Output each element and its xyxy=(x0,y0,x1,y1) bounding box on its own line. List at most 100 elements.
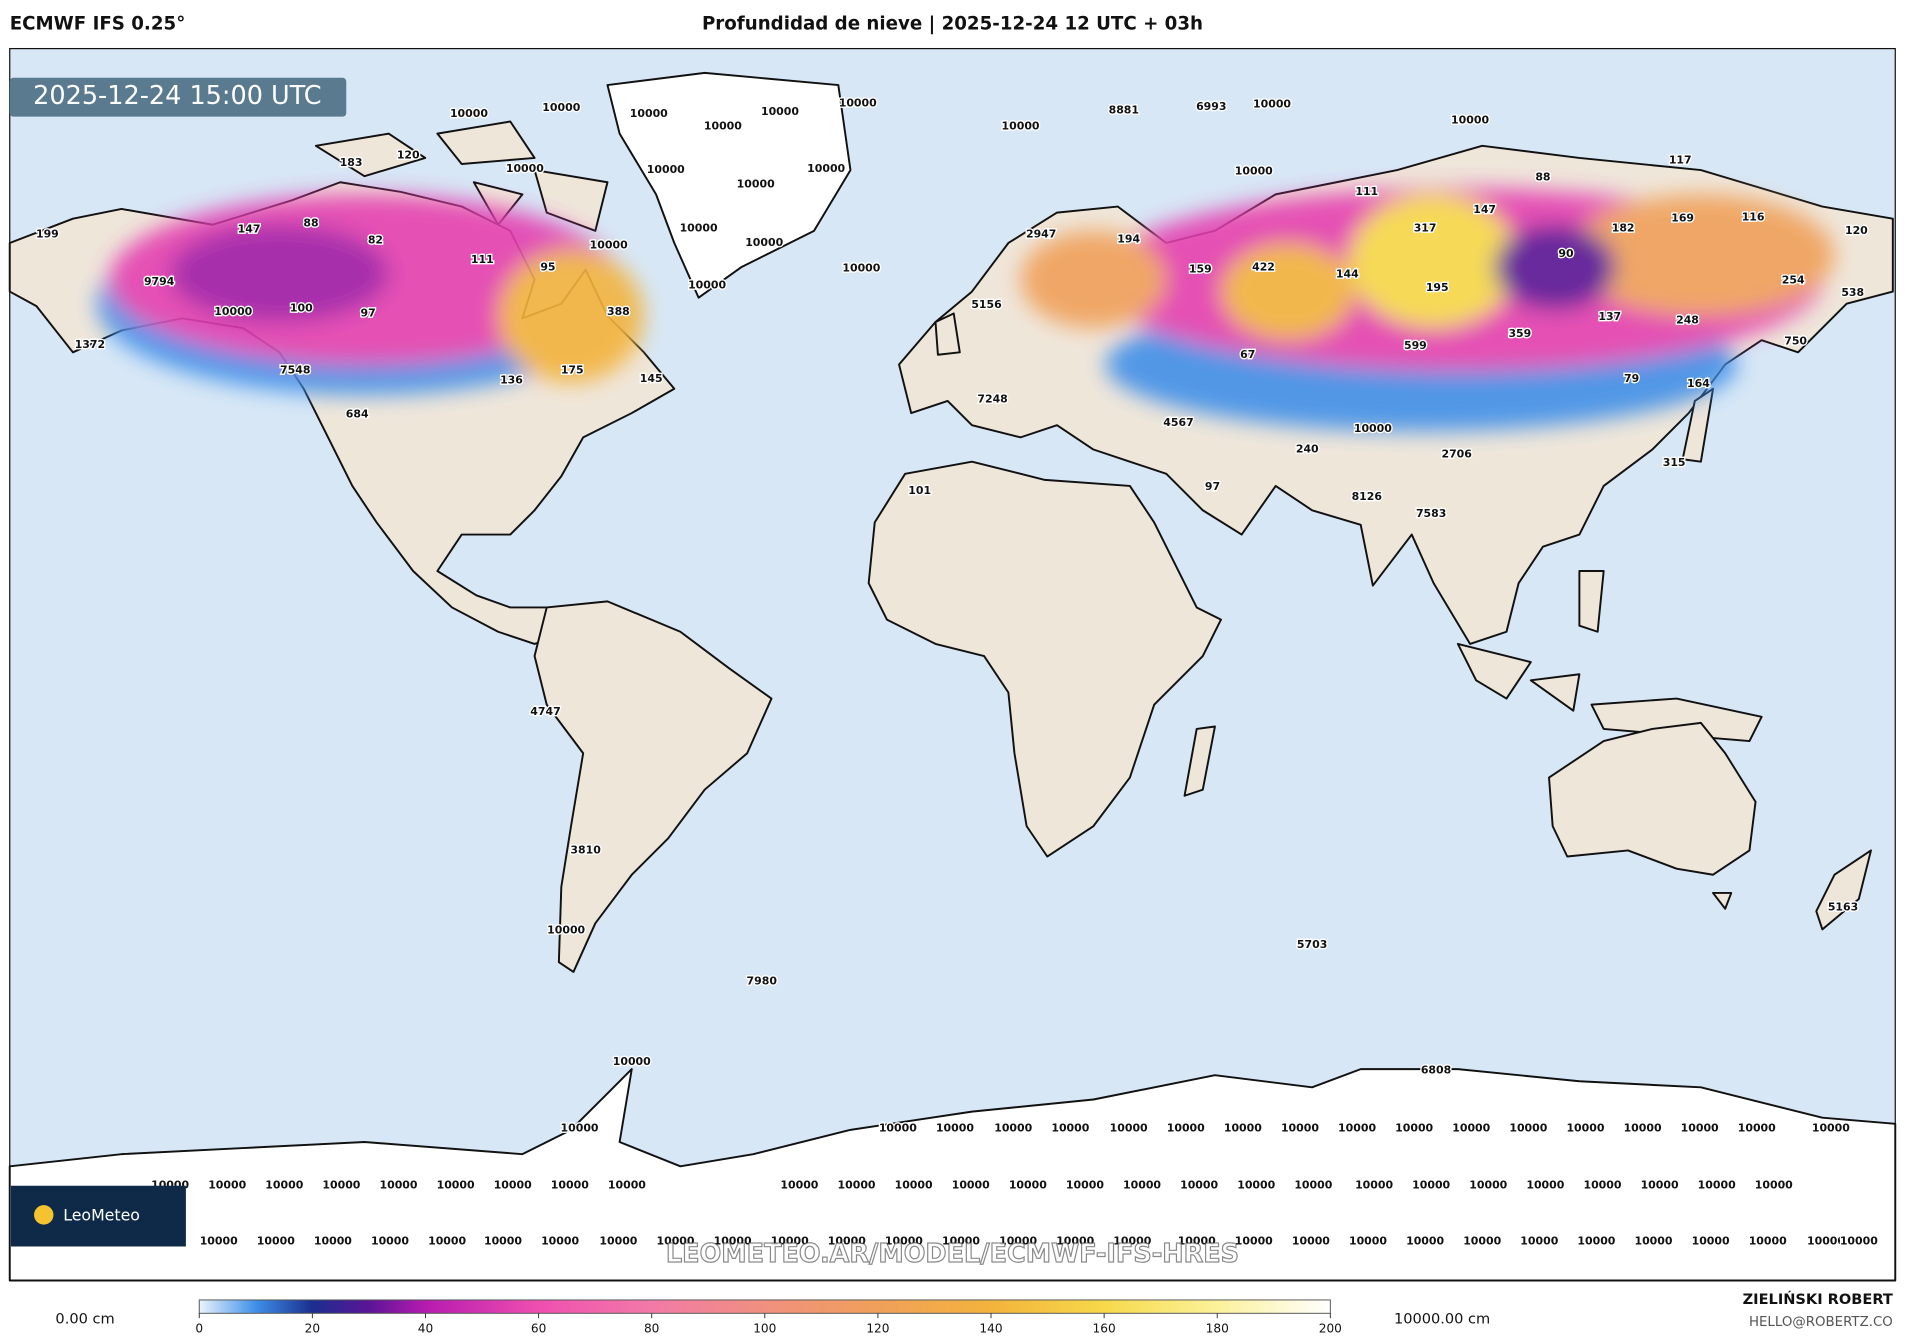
snow-label: 10000 xyxy=(542,101,580,114)
snow-label: 10000 xyxy=(1583,1179,1621,1192)
snow-label: 10000 xyxy=(704,119,742,132)
snow-label: 10000 xyxy=(1634,1235,1672,1248)
snow-label: 136 xyxy=(500,373,523,386)
snow-label: 10000 xyxy=(780,1179,818,1192)
snow-label: 10000 xyxy=(506,162,544,175)
snow-label: 10000 xyxy=(322,1179,360,1192)
snow-label: 10000 xyxy=(450,107,488,120)
snow-patch xyxy=(1220,242,1355,341)
snow-label: 10000 xyxy=(1281,1122,1319,1135)
colorbar-tick-label: 40 xyxy=(418,1322,433,1336)
snow-label: 10000 xyxy=(839,96,877,109)
snow-label: 199 xyxy=(36,227,59,240)
author-name: ZIELIŃSKI ROBERT xyxy=(1743,1290,1893,1308)
snow-label: 10000 xyxy=(1681,1122,1719,1135)
snow-label: 183 xyxy=(340,156,363,169)
snow-label: 10000 xyxy=(807,162,845,175)
map-title: Profundidad de nieve | 2025-12-24 12 UTC… xyxy=(702,13,1203,34)
snow-label: 10000 xyxy=(838,1179,876,1192)
snow-label: 10000 xyxy=(647,163,685,176)
snow-patch xyxy=(1494,224,1616,310)
snow-label: 684 xyxy=(346,407,369,420)
snow-label: 194 xyxy=(1117,232,1140,245)
snow-label: 254 xyxy=(1782,274,1805,287)
map-labels: 10000 10000 10000 10000 10000 10000 10000 8881 6… xyxy=(26,95,1880,1249)
logo-sun xyxy=(34,1205,54,1225)
snow-label: 10000 xyxy=(1526,1179,1564,1192)
snow-label: 100 xyxy=(290,302,313,315)
snow-label: 10000 xyxy=(541,1235,579,1248)
snow-label: 10000 xyxy=(314,1235,352,1248)
snow-label: 10000 xyxy=(1349,1235,1387,1248)
colorbar-tick-label: 120 xyxy=(866,1322,889,1336)
snow-label: 599 xyxy=(1404,339,1427,352)
snow-label: 10000 xyxy=(1009,1179,1047,1192)
snow-label: 116 xyxy=(1742,210,1765,223)
snow-label: 10000 xyxy=(1807,1235,1845,1248)
snow-label: 10000 xyxy=(761,105,799,118)
africa xyxy=(867,460,1222,858)
snow-label: 10000 xyxy=(1123,1179,1161,1192)
colorbar-tick-label: 200 xyxy=(1319,1322,1342,1336)
snow-patch xyxy=(1348,194,1519,329)
colorbar xyxy=(198,1299,1331,1314)
colorbar-tick-label: 140 xyxy=(979,1322,1002,1336)
snow-label: 10000 xyxy=(200,1235,238,1248)
snow-patch xyxy=(170,224,389,322)
colorbar-ticks: 0 20 40 60 80 100 120 140 160 180 200 xyxy=(195,1313,1342,1336)
snow-label: 10000 xyxy=(1235,1235,1273,1248)
snow-label: 10000 xyxy=(1237,1179,1275,1192)
snow-label: 10000 xyxy=(680,221,718,234)
snow-label: 10000 xyxy=(1056,1235,1094,1248)
snow-label: 175 xyxy=(561,364,584,377)
snow-label: 2947 xyxy=(1026,227,1056,240)
islands-asia xyxy=(934,312,1763,743)
snow-label: 10000 xyxy=(1113,1235,1151,1248)
arctic-islands xyxy=(314,120,609,232)
snow-label: 10000 xyxy=(1292,1235,1330,1248)
snow-label: 7248 xyxy=(977,393,1007,406)
colorbar-tick-label: 100 xyxy=(753,1322,776,1336)
snow-label: 10000 xyxy=(1412,1179,1450,1192)
snow-label: 10000 xyxy=(1469,1179,1507,1192)
snow-label: 10000 xyxy=(494,1179,532,1192)
snow-label: 538 xyxy=(1841,286,1864,299)
snow-label: 8126 xyxy=(1352,490,1383,503)
snow-label: 144 xyxy=(1336,268,1359,281)
snow-label: 10000 xyxy=(551,1179,589,1192)
snow-label: 82 xyxy=(368,234,383,247)
snow-label: 10000 xyxy=(936,1122,974,1135)
snow-label: 10000 xyxy=(1235,164,1273,177)
snow-label: 10000 xyxy=(1406,1235,1444,1248)
snow-label: 10000 xyxy=(630,107,668,120)
snow-label: 10000 xyxy=(208,1179,246,1192)
snow-label: 4567 xyxy=(1163,416,1193,429)
snow-patch xyxy=(498,249,644,383)
antarctica xyxy=(8,1068,1897,1282)
snow-label: 120 xyxy=(397,149,420,162)
snow-label: 10000 xyxy=(1509,1122,1547,1135)
snow-label: 147 xyxy=(238,223,261,236)
snow-label: 317 xyxy=(1414,221,1437,234)
south-america xyxy=(533,600,773,973)
snow-label: 10000 xyxy=(1110,1122,1148,1135)
colorbar-tick-label: 20 xyxy=(305,1322,320,1336)
snow-label: 67 xyxy=(1240,348,1255,361)
snow-label: 4747 xyxy=(530,705,560,718)
colorbar-min: 0.00 cm xyxy=(55,1310,114,1327)
snow-field xyxy=(97,188,1835,432)
snow-label: 5156 xyxy=(971,298,1002,311)
snow-label: 10000 xyxy=(1395,1122,1433,1135)
snow-label: 10000 xyxy=(599,1235,637,1248)
snow-label: 10000 xyxy=(1738,1122,1776,1135)
snow-label: 10000 xyxy=(257,1235,295,1248)
snow-label: 10000 xyxy=(688,279,726,292)
snow-patch xyxy=(1020,230,1167,329)
snow-label: 10000 xyxy=(1624,1122,1662,1135)
snow-label: 111 xyxy=(471,253,494,266)
snow-label: 117 xyxy=(1669,153,1692,166)
snow-label: 10000 xyxy=(842,261,880,274)
snow-label: 10000 xyxy=(380,1179,418,1192)
snow-label: 10000 xyxy=(608,1179,646,1192)
